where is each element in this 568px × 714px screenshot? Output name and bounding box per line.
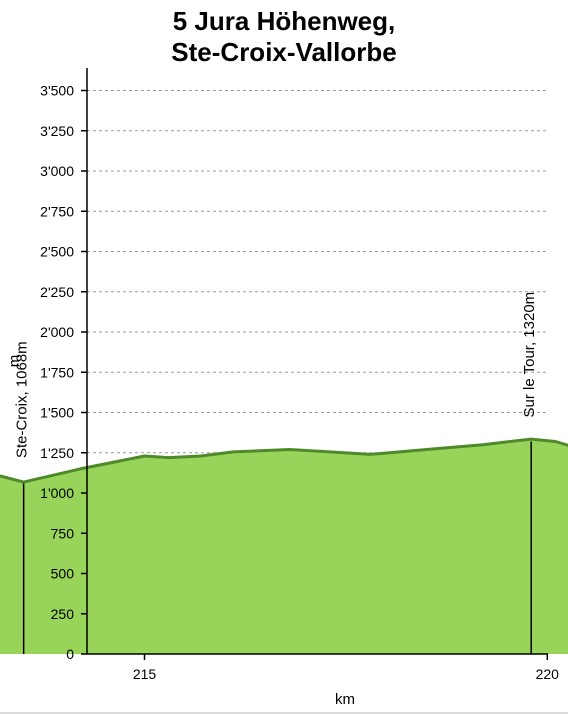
elevation-line (0, 437, 568, 484)
bottom-divider (0, 712, 568, 714)
y-tick-labels: 0 250 500 750 1'000 1'250 1'500 1'750 2'000 2'250… (40, 83, 74, 663)
y-tick-label-2250: 2'250 (40, 284, 74, 300)
y-tick-label-3500: 3'500 (40, 83, 74, 99)
y-tick-label-1750: 1'750 (40, 364, 74, 380)
y-axis-label: m (6, 355, 23, 368)
y-tick-label-2500: 2'500 (40, 244, 74, 260)
y-tick-label-250: 250 (51, 606, 75, 622)
waypoint-label-1: Sur le Tour, 1320m (521, 292, 538, 418)
chart-title-line-2: Ste-Croix-Vallorbe (171, 37, 397, 67)
y-tick-label-1000: 1'000 (40, 485, 74, 501)
y-tick-label-2000: 2'000 (40, 324, 74, 340)
y-tick-label-3250: 3'250 (40, 123, 74, 139)
elevation-area (0, 439, 568, 654)
x-tick-label-215: 215 (133, 666, 157, 682)
x-axis-label: km (335, 691, 355, 708)
x-tick-labels: 215220225230235240 (133, 666, 560, 682)
y-tick-label-1500: 1'500 (40, 405, 74, 421)
y-tick-label-750: 750 (51, 525, 75, 541)
y-tick-label-0: 0 (66, 646, 74, 662)
chart-title-line-1: 5 Jura Höhenweg, (172, 6, 396, 36)
chart-title: 5 Jura Höhenweg, Ste-Croix-Vallorbe (0, 6, 568, 68)
y-tick-label-1250: 1'250 (40, 445, 74, 461)
x-tick-label-220: 220 (536, 666, 560, 682)
y-tick-label-500: 500 (51, 566, 75, 582)
axes (81, 68, 549, 660)
waypoint-label-0: Ste-Croix, 1068m (14, 341, 31, 458)
y-tick-label-3000: 3'000 (40, 163, 74, 179)
waypoint-markers (22, 441, 532, 654)
y-tick-label-2750: 2'750 (40, 203, 74, 219)
